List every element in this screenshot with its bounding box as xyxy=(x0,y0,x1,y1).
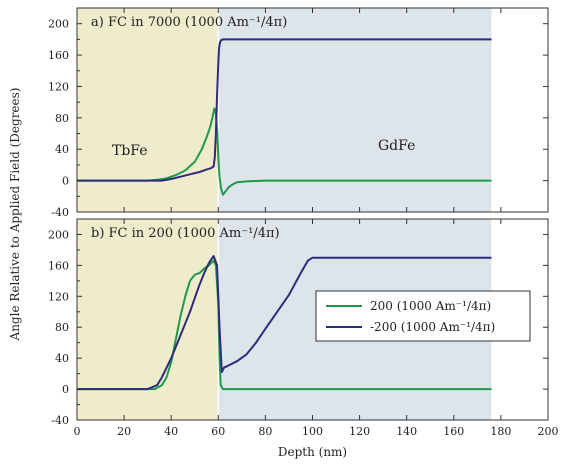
x-tick-label: 20 xyxy=(117,425,131,438)
y-tick-label: 40 xyxy=(55,352,69,365)
panel-b-title: b) FC in 200 (1000 Am⁻¹/4π) xyxy=(91,226,280,241)
x-tick-label: 100 xyxy=(302,425,323,438)
series-line-1 xyxy=(77,38,492,182)
y-tick-label: 200 xyxy=(48,228,69,241)
y-tick-label: 80 xyxy=(55,321,69,334)
x-tick-label: 200 xyxy=(538,425,559,438)
y-tick-label: 120 xyxy=(48,290,69,303)
tbfe-label: TbFe xyxy=(112,143,148,159)
x-tick-label: 0 xyxy=(74,425,81,438)
y-tick-label: 80 xyxy=(55,112,69,125)
y-tick-label: 160 xyxy=(48,259,69,272)
y-tick-label: -40 xyxy=(51,414,69,427)
panel-b: -40 0 40 80 120 160 200 0 20 40 60 80 100 120 140 160 1… xyxy=(48,218,559,438)
legend-box xyxy=(315,290,531,342)
series-line-0 xyxy=(77,107,492,196)
x-tick-label: 60 xyxy=(211,425,225,438)
series-line-1 xyxy=(77,255,492,391)
panel-b-series xyxy=(77,219,492,420)
legend: 200 (1000 Am⁻¹/4π) -200 (1000 Am⁻¹/4π) xyxy=(315,290,531,342)
gdfe-region-a xyxy=(218,8,492,212)
y-tick-label: 0 xyxy=(62,175,69,188)
panel-a-title: a) FC in 7000 (1000 Am⁻¹/4π) xyxy=(91,15,287,30)
y-tick-label: 120 xyxy=(48,80,69,93)
legend-label-minus-200: -200 (1000 Am⁻¹/4π) xyxy=(370,320,495,334)
legend-label-200: 200 (1000 Am⁻¹/4π) xyxy=(370,299,491,313)
gdfe-label: GdFe xyxy=(378,138,415,154)
x-tick-label: 80 xyxy=(258,425,272,438)
y-tick-label: -40 xyxy=(51,206,69,219)
tbfe-region-a xyxy=(77,8,219,212)
y-tick-label: 160 xyxy=(48,49,69,62)
y-axis-label: Angle Relative to Applied Field (Degrees… xyxy=(8,88,22,342)
series-line-0 xyxy=(77,259,492,391)
y-tick-label: 0 xyxy=(62,383,69,396)
panel-a-series xyxy=(77,8,492,212)
x-axis-ticks: 0 20 40 60 80 100 120 140 160 180 200 xyxy=(74,219,559,438)
y-tick-label: 200 xyxy=(48,18,69,31)
panel-b-y-ticks: -40 0 40 80 120 160 200 xyxy=(48,228,548,427)
tbfe-region-b xyxy=(77,219,219,420)
x-tick-label: 40 xyxy=(164,425,178,438)
x-axis-label: Depth (nm) xyxy=(278,445,347,459)
x-tick-label: 160 xyxy=(443,425,464,438)
panel-a: -40 0 40 80 120 160 200 a) FC in 7000 (1000 Am… xyxy=(48,7,549,219)
panel-a-y-ticks: -40 0 40 80 120 160 200 xyxy=(48,8,549,219)
x-tick-label: 180 xyxy=(490,425,511,438)
x-tick-label: 120 xyxy=(349,425,370,438)
x-tick-label: 140 xyxy=(396,425,417,438)
y-tick-label: 40 xyxy=(55,143,69,156)
